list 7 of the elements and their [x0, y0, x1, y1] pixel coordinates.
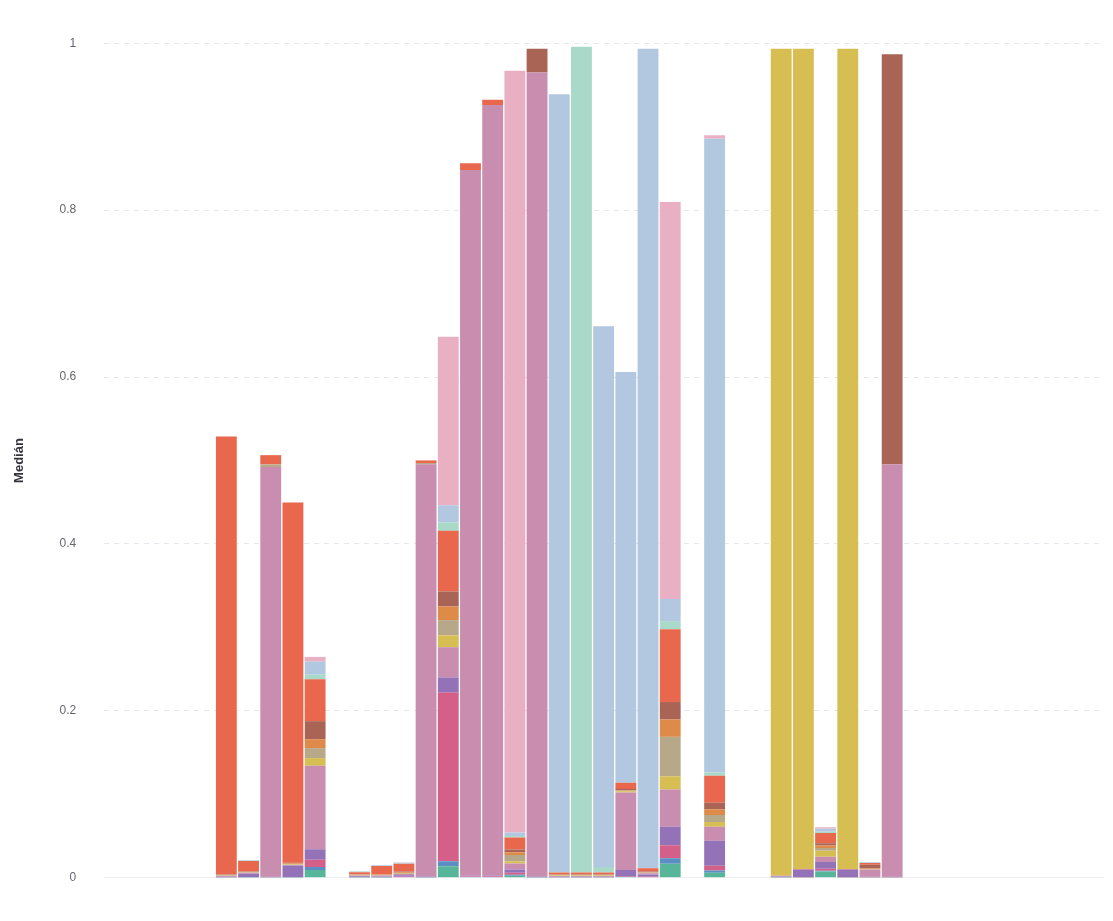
y-tick-label: 0.6 [59, 369, 77, 384]
y-tick-label: 0.4 [59, 536, 77, 551]
y-tick-label: 0.2 [59, 703, 77, 718]
y-tick-label: 0 [69, 870, 77, 885]
y-tick-label: 1 [69, 35, 77, 50]
y-axis-title: Medián [11, 438, 27, 483]
y-tick-label: 0.8 [59, 202, 77, 217]
